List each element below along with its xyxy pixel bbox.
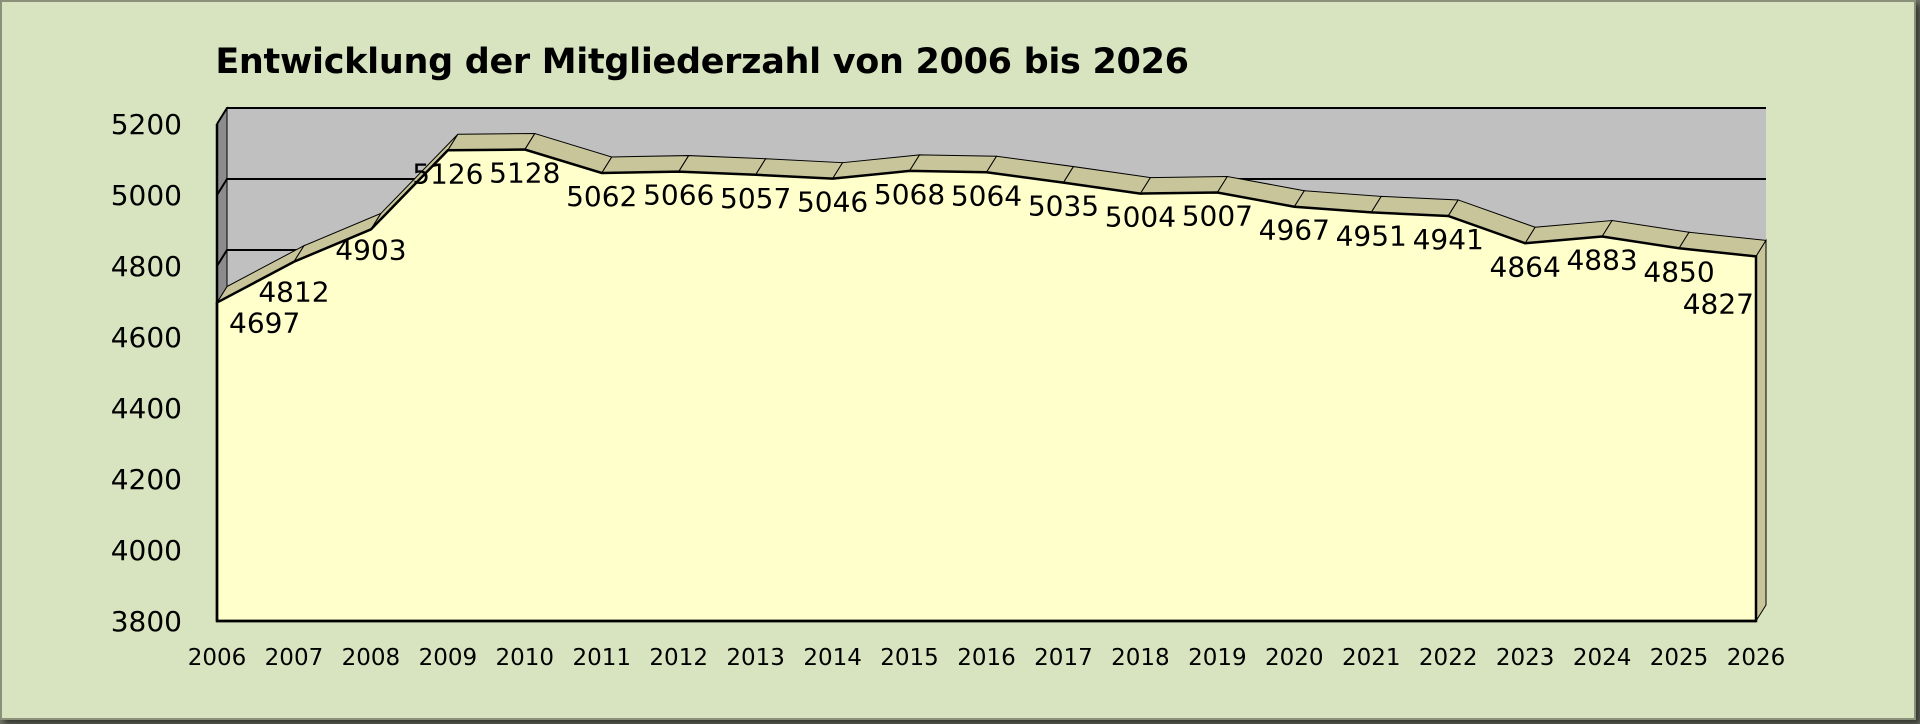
x-tick-label: 2013 (726, 645, 785, 671)
y-tick-label: 5200 (111, 108, 182, 141)
x-tick-label: 2009 (419, 645, 478, 671)
area-top-segment (1139, 176, 1229, 195)
data-label: 4903 (335, 233, 406, 266)
data-label: 5035 (1028, 190, 1099, 223)
y-tick-label: 4600 (111, 321, 182, 354)
x-tick-label: 2007 (265, 645, 324, 671)
data-label: 4951 (1336, 219, 1407, 252)
axes: 3800 4000 4200 4400 4600 4800 5000 5200 2006 2007… (111, 108, 1786, 671)
data-label: 4827 (1683, 287, 1754, 320)
data-label: 4941 (1413, 223, 1484, 256)
data-label: 4850 (1643, 255, 1714, 288)
data-label: 5064 (951, 179, 1022, 212)
x-tick-label: 2010 (496, 645, 555, 671)
x-tick-label: 2015 (880, 645, 939, 671)
data-label: 5007 (1182, 200, 1253, 233)
area-top-segment (908, 154, 998, 173)
x-tick-label: 2006 (188, 645, 247, 671)
x-tick-label: 2018 (1111, 645, 1170, 671)
data-label: 4883 (1566, 244, 1637, 277)
x-tick-label: 2016 (957, 645, 1016, 671)
data-label: 5004 (1105, 201, 1176, 234)
x-tick-label: 2012 (649, 645, 708, 671)
data-label: 5057 (720, 182, 791, 215)
gridline (216, 107, 1766, 125)
data-label: 4967 (1259, 214, 1330, 247)
data-label: 5128 (489, 157, 560, 190)
data-label: 4812 (258, 276, 329, 309)
y-tick-label: 4400 (111, 392, 182, 425)
x-tick-label: 2024 (1573, 645, 1632, 671)
x-tick-label: 2025 (1650, 645, 1709, 671)
y-tick-label: 4000 (111, 534, 182, 567)
area-end-face (1755, 238, 1767, 623)
x-tick-label: 2014 (803, 645, 862, 671)
area-top-segment (446, 133, 536, 151)
x-tick-label: 2023 (1496, 645, 1555, 671)
x-tick-label: 2021 (1342, 645, 1401, 671)
data-label: 5066 (643, 179, 714, 212)
data-label: 5046 (797, 186, 868, 219)
chart-title: Entwicklung der Mitgliederzahl von 2006 … (215, 42, 1189, 82)
data-label: 5126 (412, 157, 483, 190)
data-label: 4864 (1490, 250, 1561, 283)
x-tick-label: 2019 (1188, 645, 1247, 671)
area-series (215, 132, 1767, 623)
x-tick-label: 2017 (1034, 645, 1093, 671)
y-tick-label: 4200 (111, 463, 182, 496)
area-front-face (215, 148, 1758, 623)
y-tick-label: 3800 (111, 605, 182, 638)
x-tick-label: 2020 (1265, 645, 1324, 671)
y-tick-label: 4800 (111, 250, 182, 283)
x-tick-label: 2022 (1419, 645, 1478, 671)
y-tick-label: 5000 (111, 179, 182, 212)
x-tick-label: 2026 (1727, 645, 1786, 671)
data-label: 5068 (874, 178, 945, 211)
x-tick-label: 2008 (342, 645, 401, 671)
data-label: 5062 (566, 180, 637, 213)
data-label: 4697 (229, 307, 300, 340)
x-tick-label: 2011 (572, 645, 631, 671)
gridline (216, 178, 1766, 196)
